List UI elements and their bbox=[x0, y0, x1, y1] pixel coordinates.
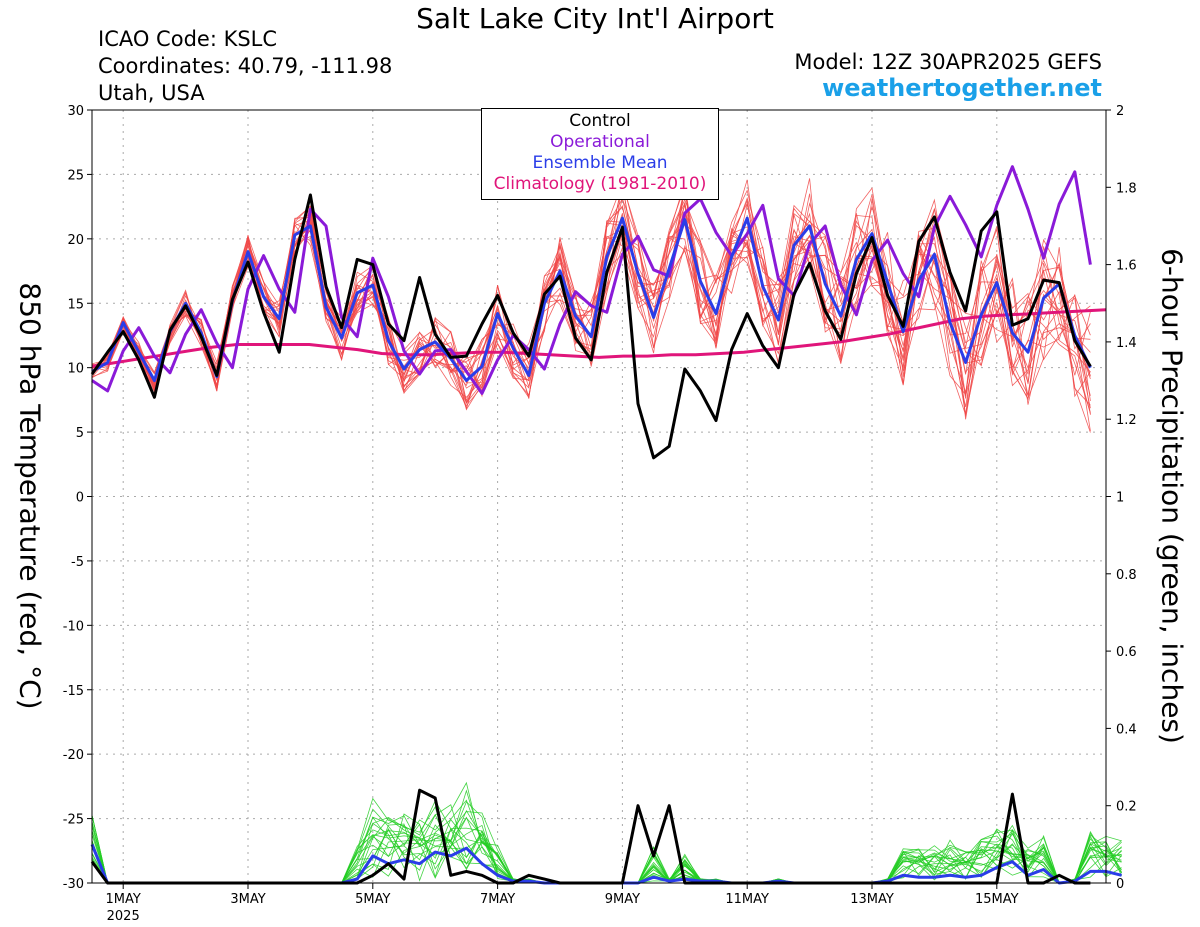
station-info: ICAO Code: KSLC Coordinates: 40.79, -111… bbox=[98, 26, 392, 107]
right-tick-label: 1.4 bbox=[1116, 336, 1137, 351]
x-tick-label: 11MAY bbox=[725, 892, 769, 907]
left-tick-label: -5 bbox=[71, 555, 84, 570]
x-tick-label: 5MAY bbox=[355, 892, 390, 907]
left-tick-label: 0 bbox=[76, 491, 84, 506]
legend-ensemble-mean: Ensemble Mean bbox=[532, 153, 668, 173]
legend-control: Control bbox=[569, 111, 631, 131]
legend: Control Operational Ensemble Mean Climat… bbox=[481, 108, 719, 200]
left-tick-label: 25 bbox=[67, 168, 84, 183]
left-tick-label: -25 bbox=[63, 813, 84, 828]
right-tick-label: 0.4 bbox=[1116, 722, 1137, 737]
right-tick-label: 0.2 bbox=[1116, 800, 1137, 815]
legend-climatology: Climatology (1981-2010) bbox=[493, 174, 707, 194]
region: Utah, USA bbox=[98, 81, 205, 105]
left-tick-label: 20 bbox=[67, 233, 84, 248]
mean-temp-line bbox=[91, 216, 1092, 382]
left-tick-label: -30 bbox=[63, 877, 84, 892]
right-tick-label: 1.2 bbox=[1116, 413, 1137, 428]
right-tick-label: 2 bbox=[1116, 104, 1124, 119]
right-tick-label: 1.6 bbox=[1116, 259, 1137, 274]
x-tick-label: 3MAY bbox=[230, 892, 265, 907]
left-tick-label: 10 bbox=[67, 362, 84, 377]
left-tick-label: -15 bbox=[63, 684, 84, 699]
model-run: Model: 12Z 30APR2025 GEFS bbox=[794, 50, 1102, 74]
coordinates: Coordinates: 40.79, -111.98 bbox=[98, 54, 393, 78]
left-tick-label: 15 bbox=[67, 297, 84, 312]
x-tick-label: 15MAY bbox=[975, 892, 1019, 907]
right-tick-label: 0.8 bbox=[1116, 568, 1137, 583]
x-tick-label: 1MAY bbox=[106, 892, 141, 907]
ensemble-member-temp bbox=[91, 178, 1091, 432]
right-tick-label: 1 bbox=[1116, 491, 1124, 506]
control-temp-line bbox=[90, 193, 1092, 460]
right-tick-label: 0.6 bbox=[1116, 645, 1137, 660]
x-tick-sublabel: 2025 bbox=[107, 909, 140, 924]
icao-code: ICAO Code: KSLC bbox=[98, 27, 278, 51]
chart-title: Salt Lake City Int'l Airport bbox=[416, 2, 774, 35]
left-tick-label: -20 bbox=[63, 748, 84, 763]
x-tick-label: 13MAY bbox=[850, 892, 894, 907]
left-tick-label: 5 bbox=[76, 426, 84, 441]
right-tick-label: 0 bbox=[1116, 877, 1124, 892]
left-tick-label: 30 bbox=[67, 104, 84, 119]
ensemble-member-temp bbox=[91, 197, 1091, 433]
right-tick-label: 1.8 bbox=[1116, 181, 1137, 196]
climatology-line bbox=[91, 308, 1107, 368]
legend-operational: Operational bbox=[550, 132, 650, 152]
site-link[interactable]: weathertogether.net bbox=[822, 74, 1102, 102]
x-tick-label: 7MAY bbox=[480, 892, 515, 907]
left-tick-label: -10 bbox=[63, 619, 84, 634]
x-tick-label: 9MAY bbox=[605, 892, 640, 907]
